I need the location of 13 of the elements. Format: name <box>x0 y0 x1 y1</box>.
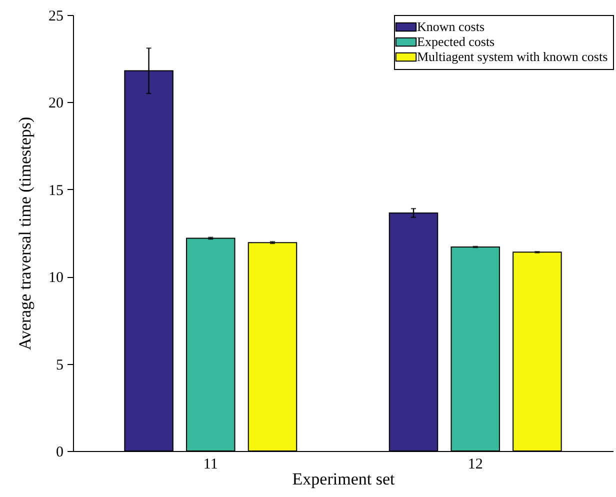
y-axis-title: Average traversal time (timesteps) <box>16 116 34 350</box>
x-tick-label: 12 <box>468 456 483 472</box>
y-tick-label: 0 <box>56 444 64 460</box>
x-tick-label: 11 <box>203 456 218 472</box>
y-tick-label: 20 <box>48 96 64 112</box>
legend-label: Known costs <box>417 19 485 34</box>
y-tick-label: 10 <box>48 270 64 286</box>
y-tick-label: 5 <box>56 357 64 374</box>
legend-label: Multiagent system with known costs <box>417 49 608 64</box>
x-axis-title: Experiment set <box>292 470 395 488</box>
y-tick-label: 25 <box>48 8 64 24</box>
legend-label: Expected costs <box>417 34 495 49</box>
y-tick-label: 15 <box>48 182 64 199</box>
